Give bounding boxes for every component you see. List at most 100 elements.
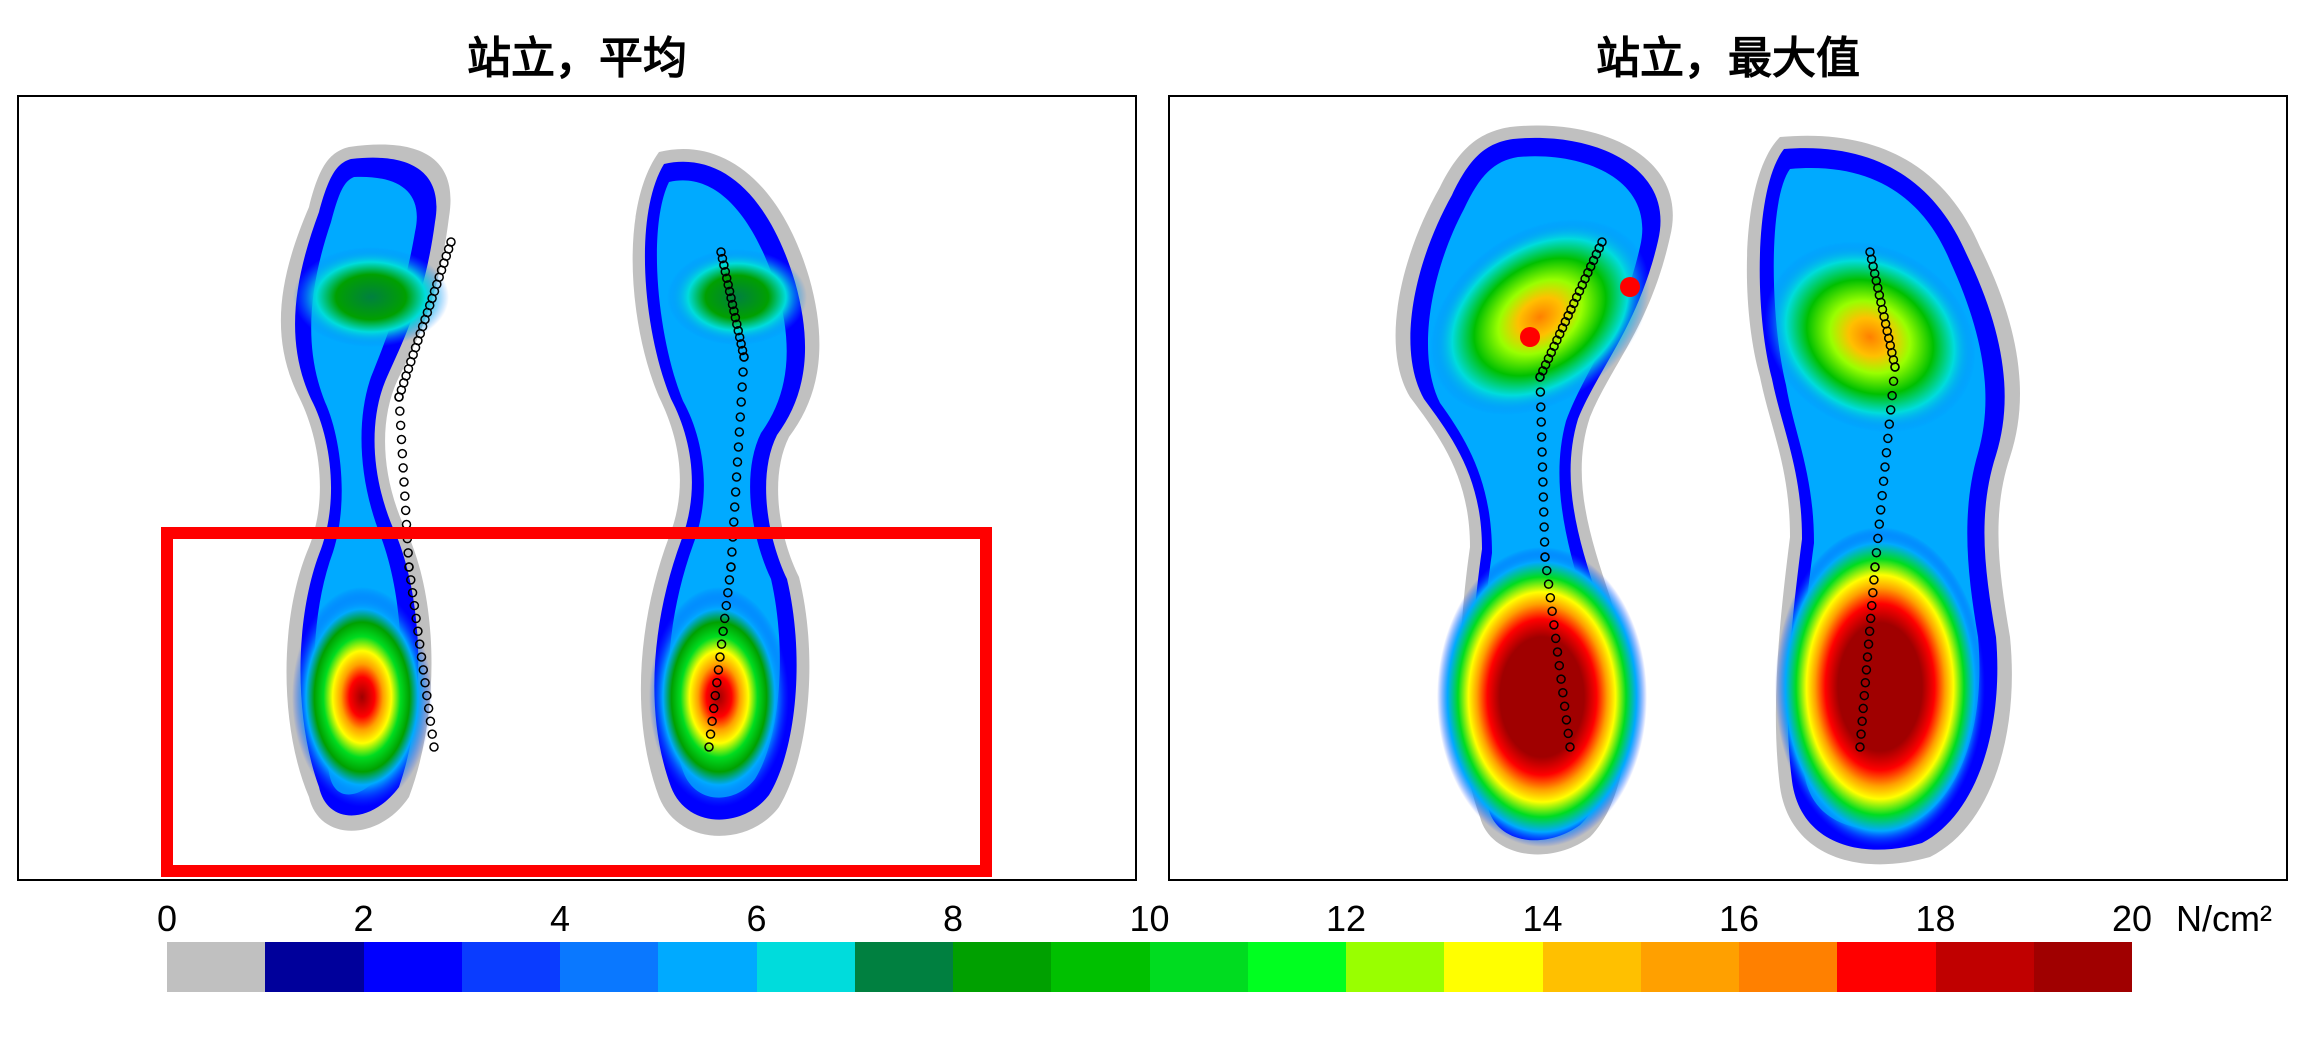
cop-point (1862, 652, 1873, 662)
cop-trace-maximum (1535, 237, 1900, 752)
cop-point (404, 562, 414, 572)
cop-point (735, 412, 746, 422)
colorbar-tick-label: 14 (1522, 898, 1563, 939)
cop-point (1888, 376, 1899, 387)
cop-point (1856, 729, 1866, 739)
cop-point (713, 665, 724, 675)
cop-point (1540, 552, 1550, 562)
cop-point (1549, 620, 1559, 630)
colorbar-segment (560, 942, 659, 992)
cop-point (704, 742, 714, 752)
cop-point (1561, 715, 1572, 725)
cop-point (727, 299, 738, 310)
cop-point (1857, 716, 1867, 727)
cop-point (727, 547, 737, 557)
cop-point (708, 703, 719, 714)
cop-point (429, 742, 439, 752)
colorbar-segment (1346, 942, 1445, 992)
colorbar-segment (756, 942, 855, 992)
cop-point (734, 427, 745, 437)
cop-point (729, 517, 739, 527)
colorbar-tick-label: 12 (1325, 898, 1367, 939)
cop-point (413, 626, 423, 637)
colorbar-tick-label: 10 (1129, 898, 1170, 939)
cop-point (733, 326, 743, 336)
cop-point (398, 463, 408, 473)
heel-highlight-box (161, 527, 992, 877)
cop-point (726, 293, 736, 303)
cop-point (427, 729, 437, 739)
cop-point (425, 716, 436, 727)
colorbar-segment (363, 942, 462, 992)
cop-point (423, 703, 434, 714)
cop-point (712, 677, 722, 688)
cop-point (732, 457, 743, 467)
colorbar-segment (1051, 942, 1150, 992)
cop-point (1559, 701, 1570, 712)
cop-point (731, 472, 742, 482)
cop-point (1537, 447, 1547, 457)
colorbar (167, 942, 2132, 992)
cop-point (411, 613, 421, 624)
cop-point (715, 652, 725, 662)
cop-point (1558, 687, 1568, 698)
cop-point (723, 280, 733, 290)
colorbar-segment (1444, 942, 1543, 992)
cop-point (1884, 419, 1895, 429)
heatmap-panel-maximum (1168, 95, 2288, 881)
cop-point (720, 266, 731, 277)
cop-point (418, 665, 429, 675)
colorbar-segment (854, 942, 953, 992)
cop-point (722, 273, 732, 283)
colorbar-segment (1149, 942, 1248, 992)
cop-point (724, 286, 735, 297)
cop-point (416, 652, 427, 662)
cop-point (420, 677, 430, 688)
cop-point (1864, 626, 1875, 637)
cop-point (1874, 519, 1885, 529)
cop-point (395, 406, 405, 416)
cop-point (1860, 677, 1871, 688)
cop-point (1565, 742, 1575, 752)
cop-point (730, 312, 741, 323)
cop-point (717, 253, 728, 264)
cop-point (739, 352, 749, 362)
cop-point (710, 690, 721, 701)
cop-point (1536, 417, 1546, 427)
cop-point (1537, 462, 1548, 472)
cop-point (721, 600, 732, 611)
cop-point (1535, 387, 1546, 397)
cop-point (1539, 507, 1549, 517)
cop-point (732, 319, 742, 329)
cop-point (1554, 660, 1565, 671)
cop-point (1873, 533, 1883, 544)
cop-point (738, 367, 748, 377)
cop-point (1538, 492, 1549, 502)
cop-point (1869, 575, 1879, 585)
cop-point (1867, 600, 1877, 611)
colorbar-segment (2033, 942, 2132, 992)
cop-point (1543, 579, 1554, 589)
cop-point (406, 575, 416, 585)
heatmap-maximum (1395, 125, 2020, 865)
colorbar-segment (265, 942, 364, 992)
cop-point (1890, 362, 1900, 372)
colorbar-segment (1935, 942, 2034, 992)
cop-point (737, 382, 747, 392)
cop-point (1538, 477, 1548, 487)
cop-point (719, 260, 729, 270)
cop-point (396, 434, 407, 445)
cop-point (1563, 728, 1573, 739)
colorbar-unit: N/cm² (2176, 898, 2272, 939)
cop-point (1539, 522, 1549, 532)
cop-point (394, 392, 404, 402)
cop-point (1536, 402, 1546, 412)
colorbar-tick-label: 6 (746, 898, 767, 939)
cop-point (734, 332, 745, 343)
cop-point (1868, 587, 1878, 598)
cop-point (1885, 405, 1896, 415)
cop-point (1545, 592, 1556, 603)
cop-point (400, 505, 411, 516)
colorbar-tick-label: 0 (156, 898, 178, 939)
cop-point (707, 716, 717, 727)
